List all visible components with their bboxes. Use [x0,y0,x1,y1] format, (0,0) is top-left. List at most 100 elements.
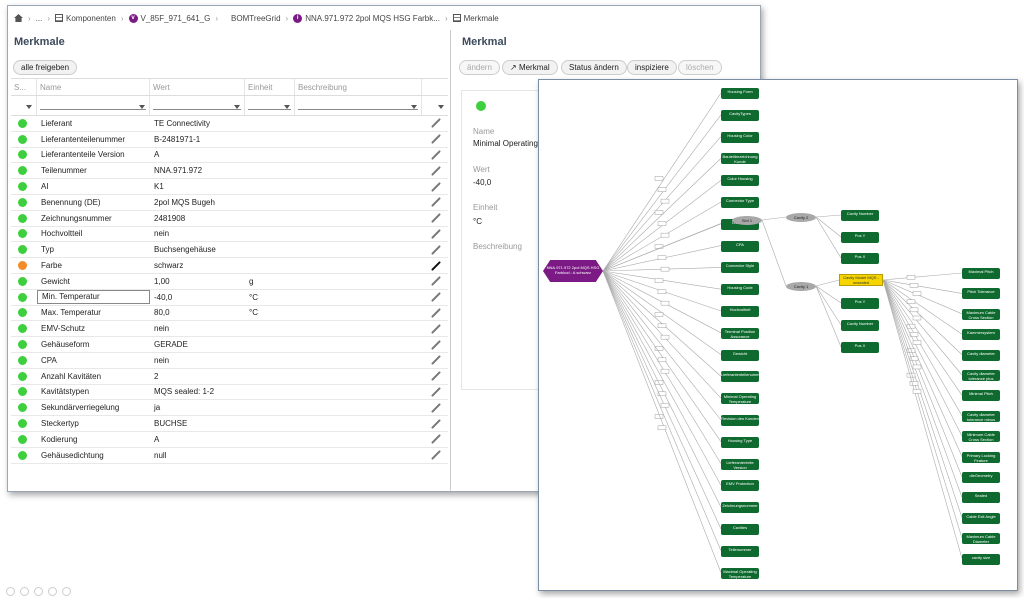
graph-node[interactable]: Cavity diameter tolerance plus [962,370,1000,381]
graph-node[interactable]: Hochvoltteil [721,306,759,317]
inspect-button[interactable]: inspiziere [627,60,677,75]
edit-cell[interactable] [422,292,448,303]
graph-node[interactable]: Sealed [962,492,1000,504]
graph-node[interactable]: Lieferantenteile Version [721,458,759,470]
filter-name[interactable] [37,96,150,115]
table-row[interactable]: Lieferant TE Connectivity [11,116,448,132]
footer-icon[interactable] [62,587,71,596]
graph-node[interactable]: Pos Y [841,232,879,243]
table-row[interactable]: Gewicht 1,00 g [11,274,448,290]
value-cell[interactable]: 2pol MQS Bugeh [154,197,215,207]
table-row[interactable]: Lieferantenteile Version A [11,148,448,164]
column-header-status[interactable]: S... [11,79,37,95]
table-row[interactable]: Max. Temperatur 80,0 °C [11,306,448,322]
value-cell[interactable]: ja [154,403,161,413]
value-cell[interactable]: nein [154,229,170,239]
graph-node[interactable]: Bauteilbezeichnung Kunde [721,153,759,165]
graph-node[interactable]: Cable Exit Angle [962,512,1000,524]
edit-cell[interactable] [422,339,448,350]
graph-node[interactable]: Cavity Number [841,210,879,221]
value-cell[interactable]: BUCHSE [154,419,188,429]
breadcrumb-ellipsis[interactable]: ... [35,13,43,23]
edit-cell[interactable] [422,323,448,334]
filter-unit[interactable] [245,96,295,115]
graph-node[interactable]: Color Housing [721,175,759,187]
breadcrumb-merkmale[interactable]: Merkmale [452,14,499,23]
merkmal-button[interactable]: ↗ Merkmal [502,60,558,75]
table-row[interactable]: CPA nein [11,353,448,369]
value-cell[interactable]: nein [154,324,170,334]
edit-cell[interactable] [422,181,448,192]
graph-node[interactable]: CavityTypes [721,109,759,121]
graph-node[interactable]: Kammersystem [962,329,1000,341]
breadcrumb-home[interactable] [14,14,23,22]
table-row[interactable]: Lieferantenteilenummer B-2481971-1 [11,132,448,148]
graph-node[interactable]: Connector Type [721,197,759,208]
name-cell[interactable]: Kodierung [41,434,78,444]
filter-description[interactable] [295,96,422,115]
table-row[interactable]: Gehäuseform GERADE [11,337,448,353]
edit-cell[interactable] [422,276,448,287]
unit-cell[interactable]: °C [249,292,258,302]
graph-node[interactable]: Zeichnungsnummer [721,502,759,514]
table-row[interactable]: Typ Buchsengehäuse [11,242,448,259]
name-cell[interactable]: EMV-Schutz [41,324,86,334]
filter-value[interactable] [150,96,245,115]
name-cell[interactable]: Gehäuseform [41,340,90,350]
name-cell[interactable]: Kavitätstypen [41,387,90,397]
table-row[interactable]: Zeichnungsnummer 2481908 [11,211,448,227]
name-cell[interactable]: Gehäusedichtung [41,450,104,460]
table-row[interactable]: Kavitätstypen MQS sealed: 1-2 [11,385,448,401]
table-row[interactable]: Steckertyp BUCHSE [11,416,448,432]
value-cell[interactable]: Buchsengehäuse [154,245,216,255]
value-cell[interactable]: TE Connectivity [154,118,211,128]
unit-cell[interactable]: g [249,276,254,286]
name-cell[interactable]: AI [41,182,49,192]
graph-node[interactable]: CPA [721,240,759,252]
graph-slot-node[interactable]: Slot 1 [732,216,762,225]
graph-node[interactable]: Cavities [721,524,759,535]
value-cell[interactable]: B-2481971-1 [154,134,201,144]
value-cell[interactable]: 2 [154,371,159,381]
breadcrumb-bomtreegrid[interactable]: BOMTreeGrid [231,13,281,23]
edit-cell[interactable] [422,418,448,429]
footer-icon[interactable] [6,587,15,596]
graph-node[interactable]: Maximum Cable Cross Section [962,308,1000,320]
graph-node[interactable]: Primary Locking Feature [962,451,1000,463]
breadcrumb-variant[interactable]: v V_85F_971_641_G [128,13,210,23]
graph-node[interactable]: Housing Form [721,88,759,99]
graph-node[interactable]: Maximal Operating Temperature [721,567,759,579]
breadcrumb-part[interactable]: i NNA.971.972 2pol MQS HSG Farbk... [293,13,440,23]
name-cell[interactable]: Max. Temperatur [41,308,101,318]
table-row[interactable]: Hochvoltteil nein [11,227,448,243]
column-header-name[interactable]: Name [37,79,150,95]
name-cell[interactable]: Farbe [41,261,62,271]
graph-node[interactable]: Minimum Cable Cross Section [962,431,1000,443]
graph-node[interactable]: Terminal Position Assurance [721,327,759,339]
edit-cell[interactable] [422,260,448,271]
edit-cell[interactable] [422,197,448,208]
unit-cell[interactable]: °C [249,308,258,318]
edit-cell[interactable] [422,118,448,129]
footer-icon[interactable] [34,587,43,596]
name-cell[interactable]: Hochvoltteil [41,229,83,239]
value-cell[interactable]: A [154,434,160,444]
graph-node[interactable]: Pos X [841,342,879,353]
name-cell[interactable]: Sekundärverriegelung [41,403,120,413]
graph-root-node[interactable]: NNA.971.972 2pol MQS HSG Farbkod.: A sch… [543,260,603,282]
release-all-button[interactable]: alle freigeben [13,60,78,75]
graph-cavity-node[interactable]: Cavity 2 [786,213,816,222]
name-cell[interactable]: Gewicht [41,276,70,286]
edit-cell[interactable] [422,355,448,366]
edit-cell[interactable] [422,244,448,255]
value-cell[interactable]: null [154,450,167,460]
graph-node[interactable]: Cavity Number [841,320,879,331]
graph-node[interactable]: Housing Color [721,131,759,143]
graph-node[interactable]: Gewicht [721,349,759,361]
value-cell[interactable]: nein [154,355,170,365]
column-header-unit[interactable]: Einheit [245,79,295,95]
graph-node[interactable]: dieGeometry [962,472,1000,483]
graph-node[interactable]: Pos X [841,253,879,264]
column-header-description[interactable]: Beschreibung [295,79,422,95]
name-cell[interactable]: Anzahl Kavitäten [41,371,102,381]
